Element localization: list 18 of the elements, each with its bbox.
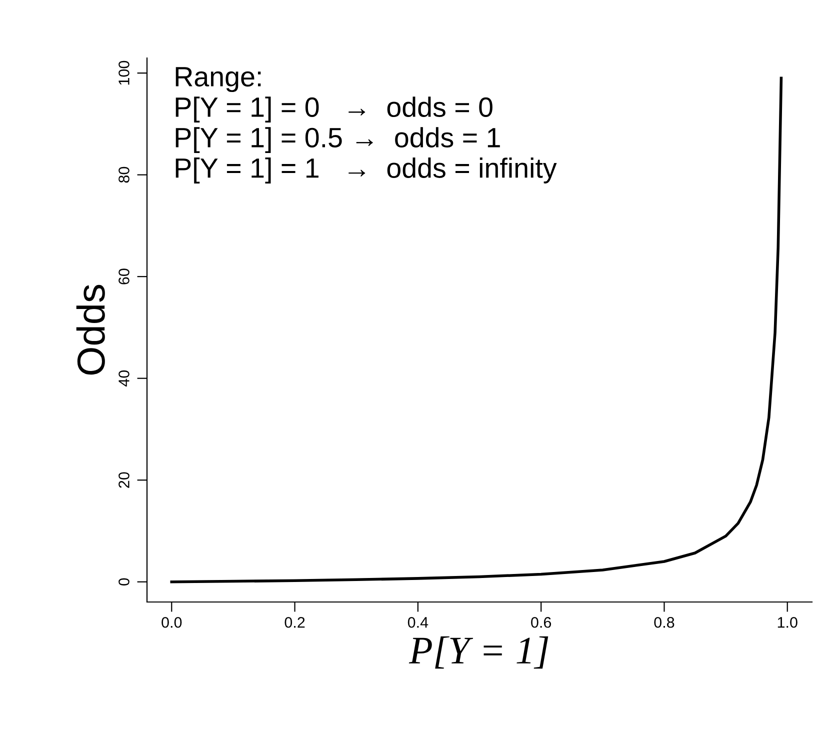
y-tick-label: 40 xyxy=(118,370,130,386)
x-axis-title: P[Y = 1] xyxy=(408,636,548,669)
annotation: P[Y = 1] = 0.5 → odds = 1 xyxy=(176,127,500,153)
x-tick-label: 0.0 xyxy=(162,616,182,628)
y-tick-label: 100 xyxy=(118,60,130,85)
annotation: Range: xyxy=(176,67,261,92)
x-tick-label: 0.8 xyxy=(654,616,674,628)
y-tick-label: 0 xyxy=(118,578,130,586)
annotation: P[Y = 1] = 1 → odds = infinity xyxy=(176,158,557,184)
y-tick-label: 80 xyxy=(118,166,130,183)
x-tick-label: 1.0 xyxy=(778,616,798,628)
y-axis-title: Odds xyxy=(76,284,105,375)
x-tick-label: 0.6 xyxy=(531,616,552,628)
x-tick-label: 0.2 xyxy=(284,616,305,628)
y-tick-label: 60 xyxy=(118,268,130,284)
y-tick-label: 20 xyxy=(118,472,130,488)
x-tick-label: 0.4 xyxy=(408,616,428,628)
annotation: P[Y = 1] = 0 → odds = 0 xyxy=(176,96,492,123)
